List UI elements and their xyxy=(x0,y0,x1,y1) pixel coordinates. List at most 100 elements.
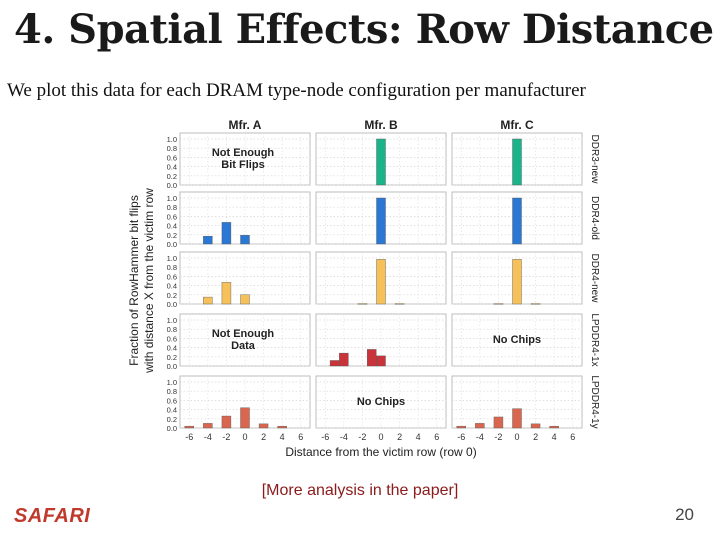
data-bar xyxy=(240,407,250,429)
y-tick-label: 0.0 xyxy=(167,181,177,190)
slide-title: 4. Spatial Effects: Row Distance xyxy=(14,6,714,53)
data-bar xyxy=(394,303,405,305)
y-tick-label: 1.0 xyxy=(167,254,177,263)
data-bar xyxy=(203,423,213,429)
data-bar xyxy=(376,259,386,305)
y-tick-label: 0.2 xyxy=(167,291,177,300)
paper-note: [More analysis in the paper] xyxy=(261,482,459,499)
y-tick-label: 1.0 xyxy=(167,135,177,144)
x-tick-label: 0 xyxy=(242,432,247,442)
data-bar xyxy=(221,415,232,429)
data-bar xyxy=(240,294,250,305)
row-label: LPDDR4-1x xyxy=(589,313,600,366)
y-tick-label: 0.6 xyxy=(167,153,177,162)
x-tick-label: 6 xyxy=(298,432,303,442)
row-label: LPDDR4-1y xyxy=(589,375,600,428)
x-tick-label: 4 xyxy=(280,432,285,442)
row-label: DDR3-new xyxy=(589,135,600,185)
data-bar xyxy=(376,355,386,367)
panel-message: Not Enough xyxy=(212,328,275,340)
y-axis-label: with distance X from the victim row xyxy=(142,188,156,374)
data-bar xyxy=(339,352,349,367)
y-tick-label: 0.8 xyxy=(167,387,177,396)
column-header: Mfr. B xyxy=(364,118,398,132)
y-tick-label: 1.0 xyxy=(167,316,177,325)
panel-message: Not Enough xyxy=(212,147,275,159)
x-tick-label: 6 xyxy=(434,432,439,442)
x-tick-label: -6 xyxy=(321,432,329,442)
panel-message: No Chips xyxy=(357,396,405,408)
data-bar xyxy=(475,423,485,429)
x-tick-label: 2 xyxy=(261,432,266,442)
column-header: Mfr. C xyxy=(500,118,534,132)
x-tick-label: -6 xyxy=(185,432,193,442)
x-tick-label: -2 xyxy=(222,432,230,442)
data-bar xyxy=(376,138,386,186)
y-tick-label: 0.0 xyxy=(167,300,177,309)
row-label: DDR4-new xyxy=(589,254,600,304)
y-tick-label: 0.6 xyxy=(167,272,177,281)
data-bar xyxy=(530,303,541,305)
data-bar xyxy=(512,408,522,429)
x-tick-label: 6 xyxy=(570,432,575,442)
x-tick-label: -4 xyxy=(204,432,212,442)
y-tick-label: 0.8 xyxy=(167,263,177,272)
y-tick-label: 1.0 xyxy=(167,194,177,203)
y-tick-label: 0.4 xyxy=(167,163,177,172)
panel-message: No Chips xyxy=(493,334,541,346)
y-tick-label: 0.4 xyxy=(167,406,177,415)
panel-message: Bit Flips xyxy=(221,159,264,171)
page-number: 20 xyxy=(675,505,694,524)
data-bar xyxy=(329,360,340,367)
data-bar xyxy=(203,296,213,305)
data-bar xyxy=(493,303,504,305)
y-tick-label: 0.8 xyxy=(167,325,177,334)
y-tick-label: 0.0 xyxy=(167,240,177,249)
data-bar xyxy=(456,425,466,429)
x-tick-label: -4 xyxy=(340,432,348,442)
x-tick-label: 0 xyxy=(514,432,519,442)
y-tick-label: 0.0 xyxy=(167,362,177,371)
data-bar xyxy=(221,282,232,305)
x-tick-label: 4 xyxy=(416,432,421,442)
y-tick-label: 0.0 xyxy=(167,424,177,433)
data-bar xyxy=(512,259,522,305)
data-bar xyxy=(376,197,386,245)
x-tick-label: -2 xyxy=(358,432,366,442)
y-tick-label: 0.2 xyxy=(167,353,177,362)
x-tick-label: -4 xyxy=(476,432,484,442)
y-tick-label: 0.2 xyxy=(167,231,177,240)
y-tick-label: 0.8 xyxy=(167,203,177,212)
y-tick-label: 0.6 xyxy=(167,212,177,221)
data-bar xyxy=(221,222,232,245)
panel-message: Data xyxy=(231,340,256,352)
y-tick-label: 0.4 xyxy=(167,222,177,231)
y-tick-label: 0.6 xyxy=(167,396,177,405)
data-bar xyxy=(549,425,559,429)
data-bar xyxy=(493,416,504,429)
data-bar xyxy=(530,423,541,429)
x-tick-label: 2 xyxy=(533,432,538,442)
y-tick-label: 0.2 xyxy=(167,172,177,181)
y-tick-label: 0.4 xyxy=(167,344,177,353)
x-tick-label: 0 xyxy=(378,432,383,442)
x-axis-label: Distance from the victim row (row 0) xyxy=(285,445,476,459)
y-tick-label: 1.0 xyxy=(167,378,177,387)
data-bar xyxy=(512,197,522,245)
data-bar xyxy=(240,235,250,245)
data-bar xyxy=(184,425,194,429)
data-bar xyxy=(357,303,368,305)
data-bar xyxy=(367,349,377,367)
y-tick-label: 0.8 xyxy=(167,144,177,153)
x-tick-label: 2 xyxy=(397,432,402,442)
column-header: Mfr. A xyxy=(229,118,262,132)
x-tick-label: -6 xyxy=(457,432,465,442)
data-bar xyxy=(258,423,269,429)
x-tick-label: 4 xyxy=(552,432,557,442)
y-axis-label: Fraction of RowHammer bit flips xyxy=(127,195,141,366)
y-tick-label: 0.6 xyxy=(167,334,177,343)
y-tick-label: 0.4 xyxy=(167,282,177,291)
y-tick-label: 0.2 xyxy=(167,415,177,424)
x-tick-label: -2 xyxy=(494,432,502,442)
